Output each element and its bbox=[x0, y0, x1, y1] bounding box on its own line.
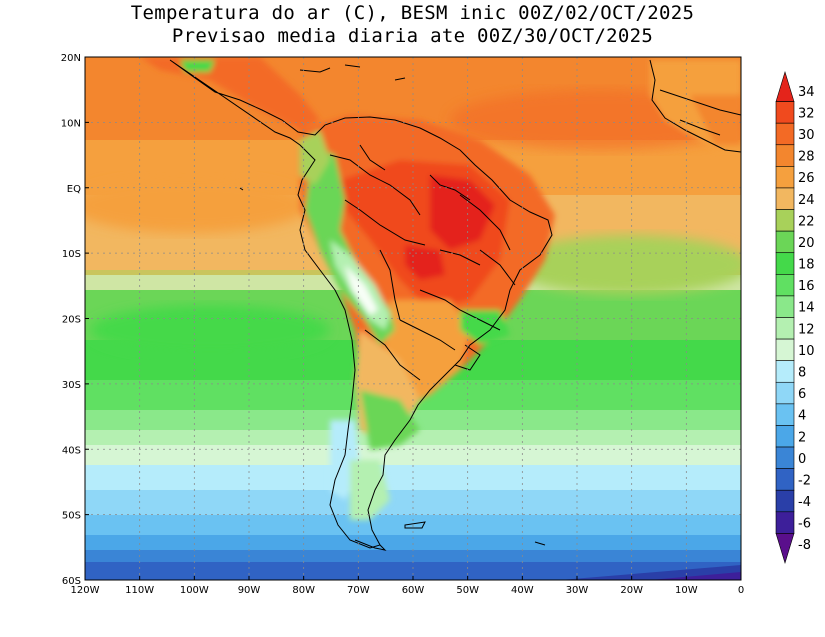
colorbar-label: -6 bbox=[798, 517, 811, 532]
lat-lon-grid bbox=[85, 57, 741, 580]
colorbar-swatch bbox=[775, 533, 795, 565]
colorbar-label: 20 bbox=[798, 236, 815, 251]
colorbar-swatch bbox=[775, 425, 795, 448]
coastlines bbox=[169, 59, 741, 551]
lon-tick-label: 0 bbox=[738, 585, 744, 596]
lon-tick-label: 60W bbox=[402, 585, 425, 596]
colorbar-swatch bbox=[775, 230, 795, 254]
map-title-line1: Temperatura do ar (C), BESM inic 00Z/02/… bbox=[130, 2, 695, 24]
colorbar-label: 16 bbox=[798, 279, 815, 294]
lon-tick-label: 50W bbox=[456, 585, 479, 596]
colorbar-label: 4 bbox=[798, 409, 806, 424]
colorbar-label: 28 bbox=[798, 150, 815, 165]
lon-tick-label: 120W bbox=[71, 585, 100, 596]
colorbar-label: 14 bbox=[798, 301, 815, 316]
colorbar-label: -4 bbox=[798, 495, 811, 510]
colorbar-label: 18 bbox=[798, 258, 815, 273]
colorbar-swatch bbox=[775, 274, 795, 297]
colorbar-swatch bbox=[775, 166, 795, 189]
colorbar-label: -2 bbox=[798, 473, 811, 488]
lon-tick-label: 30W bbox=[566, 585, 589, 596]
colorbar-swatch bbox=[775, 101, 795, 124]
colorbar-swatch bbox=[775, 511, 795, 534]
colorbar-swatch bbox=[775, 295, 795, 318]
lat-tick-label: 60S bbox=[62, 576, 81, 587]
lat-tick-label: 10N bbox=[61, 118, 81, 129]
lon-tick-label: 80W bbox=[292, 585, 315, 596]
colorbar-swatch bbox=[775, 338, 795, 361]
lat-tick-label: 10S bbox=[62, 249, 81, 260]
lon-tick-label: 20W bbox=[620, 585, 643, 596]
colorbar-label: 30 bbox=[798, 128, 815, 143]
lon-tick-label: 10W bbox=[675, 585, 698, 596]
colorbar-label: 0 bbox=[798, 452, 806, 467]
lat-tick-label: 20S bbox=[62, 315, 81, 326]
colorbar-swatch bbox=[775, 468, 795, 491]
lat-tick-label: 20N bbox=[61, 53, 81, 64]
lat-tick-label: 50S bbox=[62, 511, 81, 522]
colorbar-label: 10 bbox=[798, 344, 815, 359]
lon-tick-label: 100W bbox=[180, 585, 209, 596]
colorbar-swatch bbox=[775, 70, 795, 102]
colorbar-swatch bbox=[775, 122, 795, 146]
colorbar-label: -8 bbox=[798, 538, 811, 553]
lat-tick-label: 40S bbox=[62, 445, 81, 456]
colorbar-swatch bbox=[775, 489, 795, 513]
latitude-axis: 20N 10N EQ 10S 20S 30S 40S 50S 60S bbox=[61, 53, 89, 587]
colorbar-label: 26 bbox=[798, 171, 815, 186]
colorbar-swatch bbox=[775, 403, 795, 426]
colorbar-swatch bbox=[775, 252, 795, 275]
map-title-line2: Previsao media diaria ate 00Z/30/OCT/202… bbox=[171, 25, 654, 47]
lat-tick-label: 30S bbox=[62, 380, 81, 391]
colorbar-swatch bbox=[775, 381, 795, 405]
lon-tick-label: 110W bbox=[125, 585, 154, 596]
colorbar-swatch bbox=[775, 317, 795, 340]
colorbar-label: 24 bbox=[798, 193, 815, 208]
colorbar-swatch bbox=[775, 446, 795, 469]
colorbar-label: 32 bbox=[798, 106, 815, 121]
colorbar-label: 34 bbox=[798, 85, 815, 100]
colorbar-swatch bbox=[775, 144, 795, 167]
colorbar-label: 8 bbox=[798, 365, 806, 380]
colorbar-swatch bbox=[775, 187, 795, 210]
lon-tick-label: 90W bbox=[238, 585, 261, 596]
colorbar-swatch bbox=[775, 360, 795, 383]
lon-tick-label: 70W bbox=[347, 585, 370, 596]
colorbar-label: 22 bbox=[798, 214, 815, 229]
colorbar-swatch bbox=[775, 209, 795, 232]
lat-tick-label: EQ bbox=[67, 184, 81, 195]
colorbar-label: 12 bbox=[798, 322, 815, 337]
longitude-axis: 120W 110W 100W 90W 80W 70W 60W 50W 40W 30W 20W 10W 0 bbox=[71, 576, 744, 596]
lon-tick-label: 40W bbox=[511, 585, 534, 596]
colorbar-label: 2 bbox=[798, 430, 806, 445]
colorbar-label: 6 bbox=[798, 387, 806, 402]
